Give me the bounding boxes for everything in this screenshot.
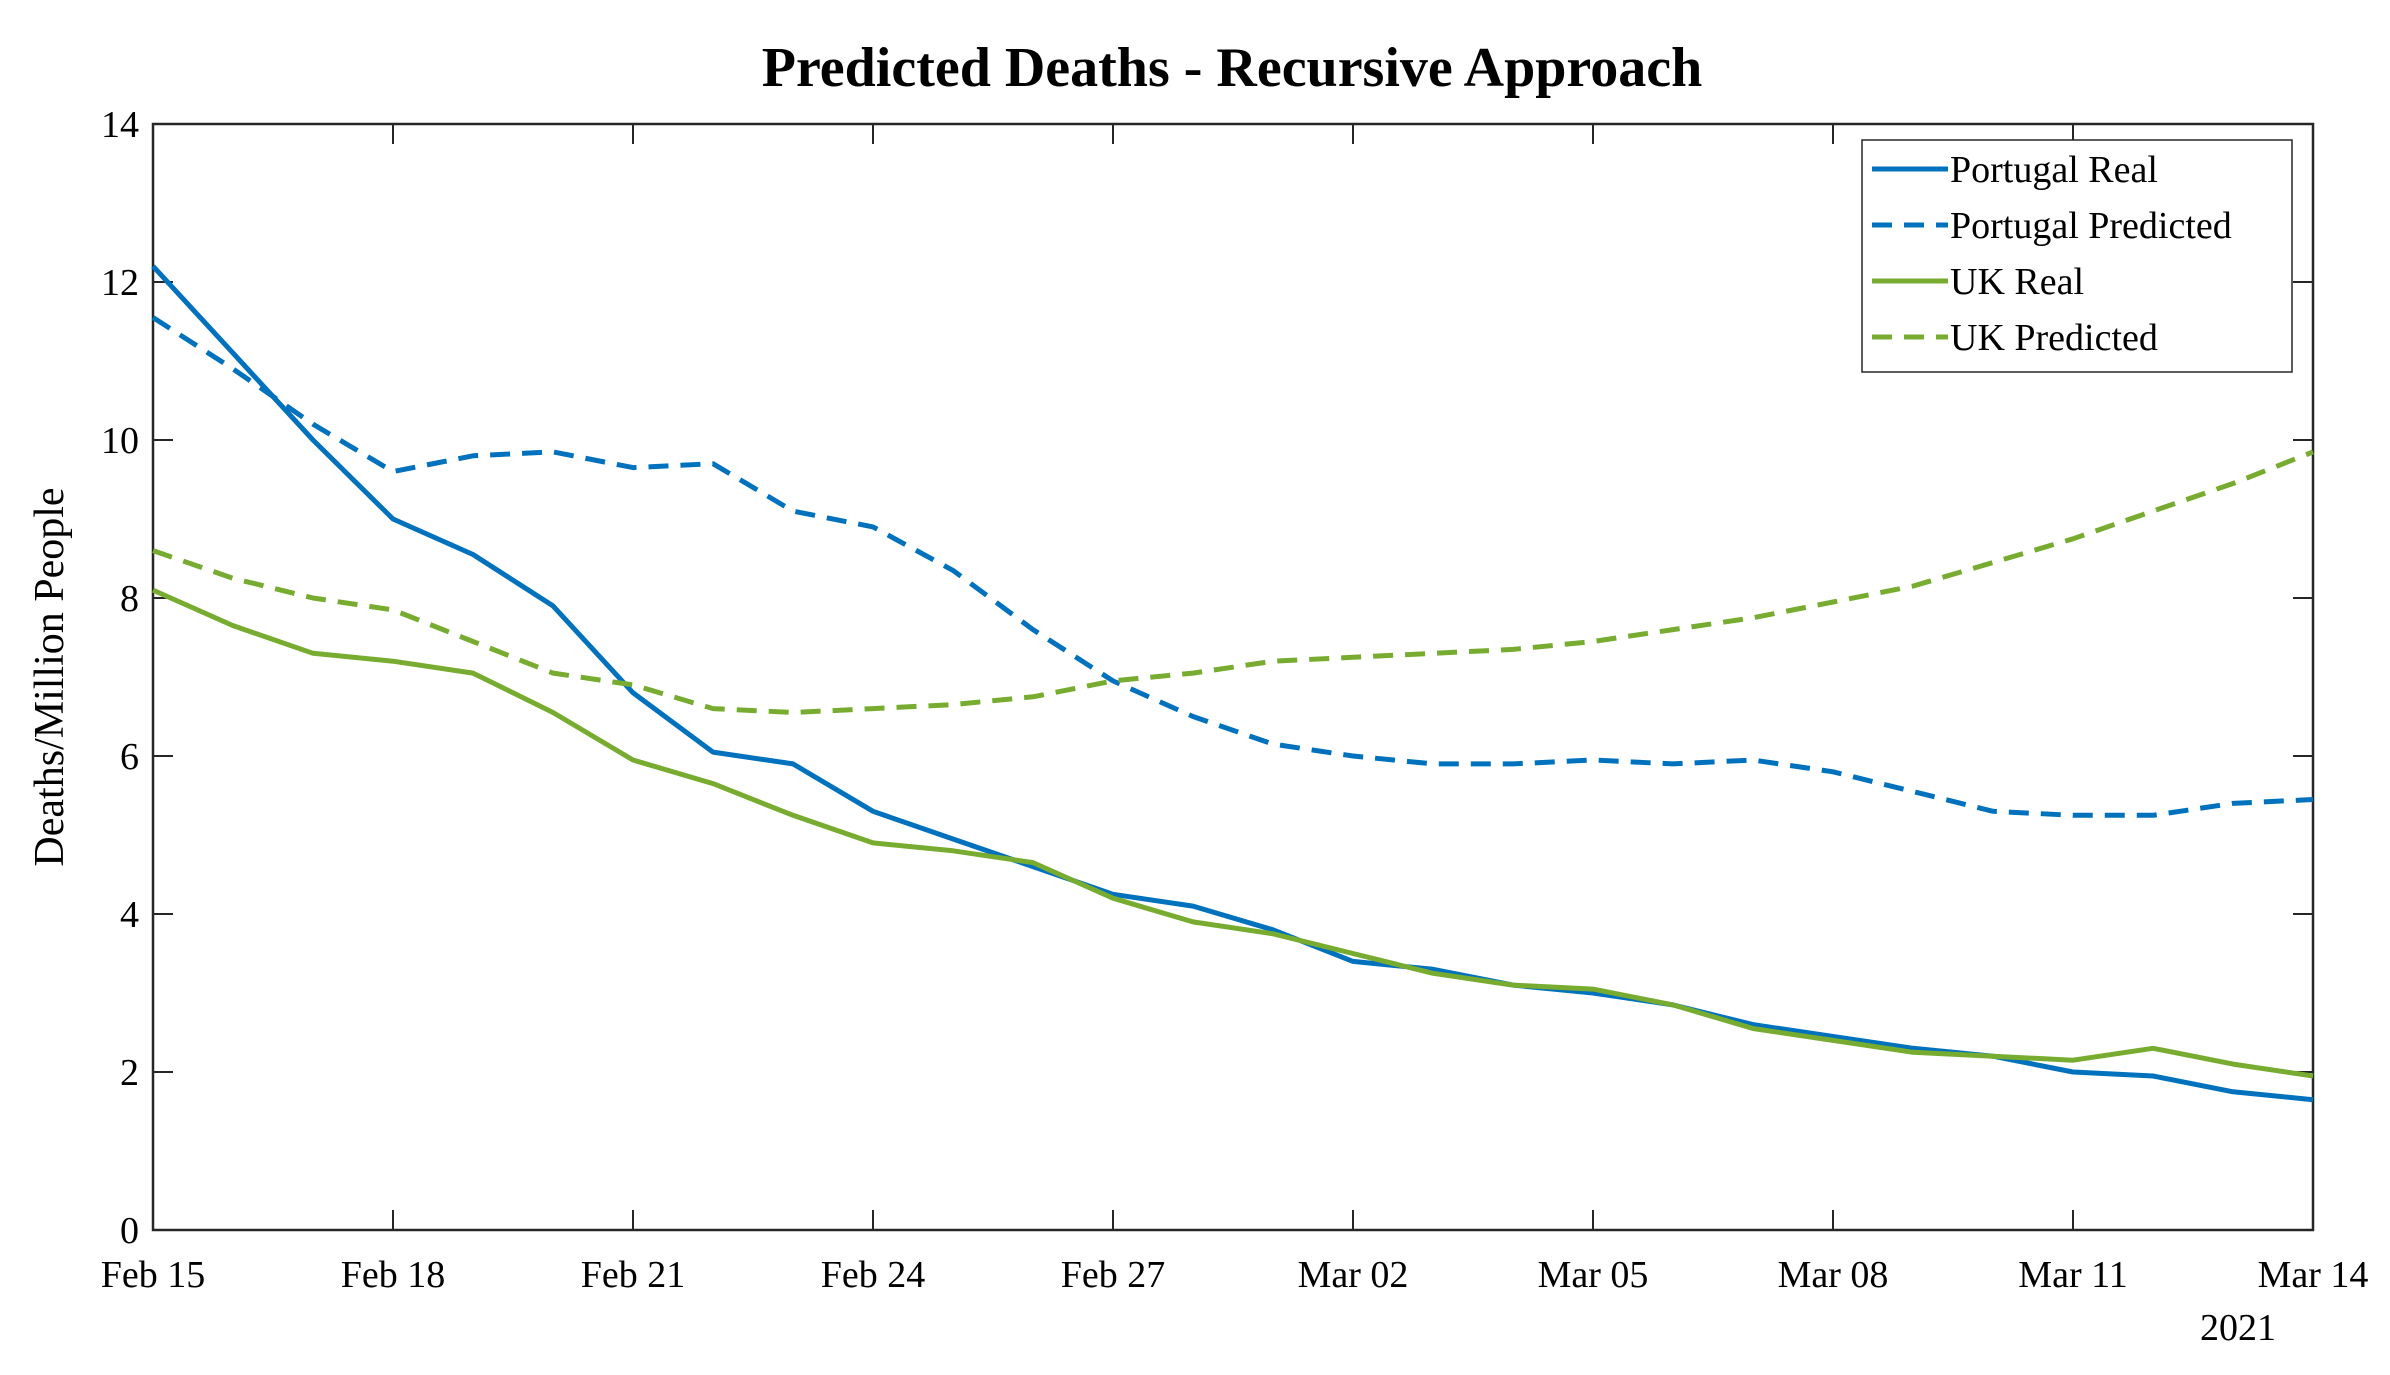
chart-title: Predicted Deaths - Recursive Approach [762,37,1703,99]
y-tick-label: 0 [120,1210,139,1252]
y-tick-label: 6 [120,736,139,778]
legend-label: Portugal Predicted [1950,205,2232,247]
legend-label: Portugal Real [1950,149,2158,191]
series-line-portugal-predicted [151,315,2314,818]
series-lines [151,264,2314,1103]
legend-box [1861,139,2293,373]
y-tick-label: 14 [101,104,139,146]
x-tick-label: Mar 08 [1778,1254,1889,1296]
x-tick-label: Mar 02 [1298,1254,1409,1296]
legend: Portugal Real Portugal Predicted UK Real UK… [1861,139,2293,373]
series-line-uk-real [151,587,2314,1079]
y-tick-label: 8 [120,578,139,620]
y-tick-label: 10 [101,420,139,462]
legend-label: UK Predicted [1950,317,2158,359]
y-tick-label: 4 [120,894,139,936]
x-tick-label: Feb 18 [341,1254,446,1296]
x-tick-label: Feb 27 [1061,1254,1166,1296]
x-tick-label: Mar 14 [2258,1254,2369,1296]
x-tick-label: Feb 15 [101,1254,206,1296]
x-axis-year-label: 2021 [2200,1307,2276,1349]
y-tick-label: 12 [101,262,139,304]
y-axis-label: Deaths/Million People [27,487,73,866]
x-tick-label: Feb 21 [581,1254,686,1296]
x-tick-label: Mar 05 [1538,1254,1649,1296]
x-tick-label: Feb 24 [821,1254,926,1296]
series-line-uk-predicted [152,449,2314,715]
x-tick-label: Mar 11 [2018,1254,2127,1296]
y-tick-label: 2 [120,1052,139,1094]
axis-ticks: Feb 15 Feb 18 Feb 21 Feb 24 Feb 27 Mar 02 Mar … [101,104,2369,1296]
legend-label: UK Real [1950,261,2084,303]
